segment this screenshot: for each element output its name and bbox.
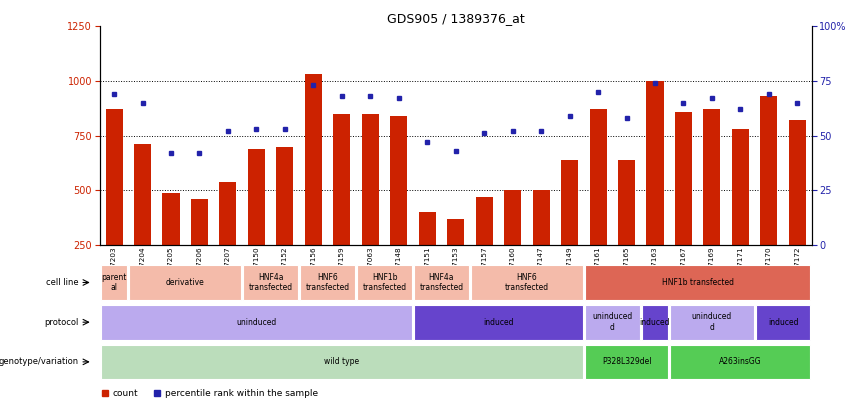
Bar [129, 265, 241, 300]
Title: GDS905 / 1389376_at: GDS905 / 1389376_at [387, 12, 524, 25]
Bar [585, 305, 640, 339]
Bar [789, 120, 806, 300]
Bar [106, 109, 122, 300]
Bar [585, 265, 811, 300]
Text: protocol: protocol [44, 318, 78, 327]
Bar [162, 192, 180, 300]
Bar [276, 147, 293, 300]
Bar [647, 81, 663, 300]
Bar [476, 197, 493, 300]
Bar [191, 199, 208, 300]
Text: uninduced
d: uninduced d [592, 313, 633, 332]
Bar [101, 305, 411, 339]
Text: A263insGG: A263insGG [719, 357, 762, 367]
Bar [756, 305, 811, 339]
Bar [418, 212, 436, 300]
Text: percentile rank within the sample: percentile rank within the sample [165, 389, 318, 398]
Bar [585, 345, 668, 379]
Bar [670, 345, 811, 379]
Bar [414, 265, 469, 300]
Text: HNF6
transfected: HNF6 transfected [505, 273, 549, 292]
Text: uninduced
d: uninduced d [692, 313, 732, 332]
Bar [414, 305, 582, 339]
Text: derivative: derivative [166, 278, 205, 287]
Text: wild type: wild type [325, 357, 359, 367]
Text: parent
al: parent al [102, 273, 127, 292]
Bar [533, 190, 549, 300]
Bar [760, 96, 778, 300]
Bar [333, 114, 351, 300]
Text: genotype/variation: genotype/variation [0, 357, 78, 367]
Text: P328L329del: P328L329del [602, 357, 651, 367]
Bar [243, 265, 298, 300]
Bar [447, 219, 464, 300]
Bar [300, 265, 355, 300]
Bar [642, 305, 668, 339]
Bar [703, 109, 720, 300]
Text: HNF4a
transfected: HNF4a transfected [419, 273, 464, 292]
Bar [391, 116, 407, 300]
Text: induced: induced [640, 318, 670, 327]
Bar [618, 160, 635, 300]
Bar [675, 112, 692, 300]
Bar [561, 160, 578, 300]
Bar [220, 181, 236, 300]
Text: HNF1b transfected: HNF1b transfected [661, 278, 733, 287]
Bar [358, 265, 411, 300]
Text: uninduced: uninduced [236, 318, 277, 327]
Text: cell line: cell line [46, 278, 78, 287]
Bar [589, 109, 607, 300]
Text: induced: induced [768, 318, 799, 327]
Text: induced: induced [483, 318, 514, 327]
Bar [248, 149, 265, 300]
Bar [362, 114, 378, 300]
Text: HNF1b
transfected: HNF1b transfected [363, 273, 406, 292]
Bar [504, 190, 521, 300]
Bar [305, 75, 322, 300]
Bar [134, 145, 151, 300]
Bar [471, 265, 582, 300]
Bar [732, 129, 749, 300]
Bar [670, 305, 753, 339]
Text: HNF4a
transfected: HNF4a transfected [248, 273, 293, 292]
Bar [101, 345, 582, 379]
Bar [101, 265, 127, 300]
Text: HNF6
transfected: HNF6 transfected [306, 273, 350, 292]
Text: count: count [113, 389, 139, 398]
